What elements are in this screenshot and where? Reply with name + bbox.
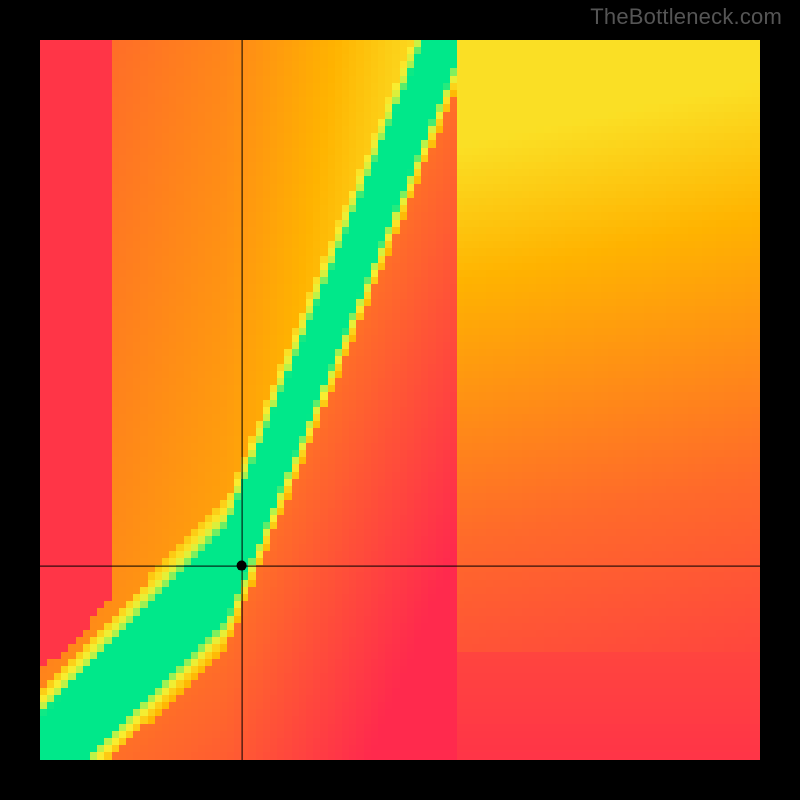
watermark-text: TheBottleneck.com — [590, 4, 782, 30]
bottleneck-heatmap — [40, 40, 760, 760]
chart-container: TheBottleneck.com — [0, 0, 800, 800]
